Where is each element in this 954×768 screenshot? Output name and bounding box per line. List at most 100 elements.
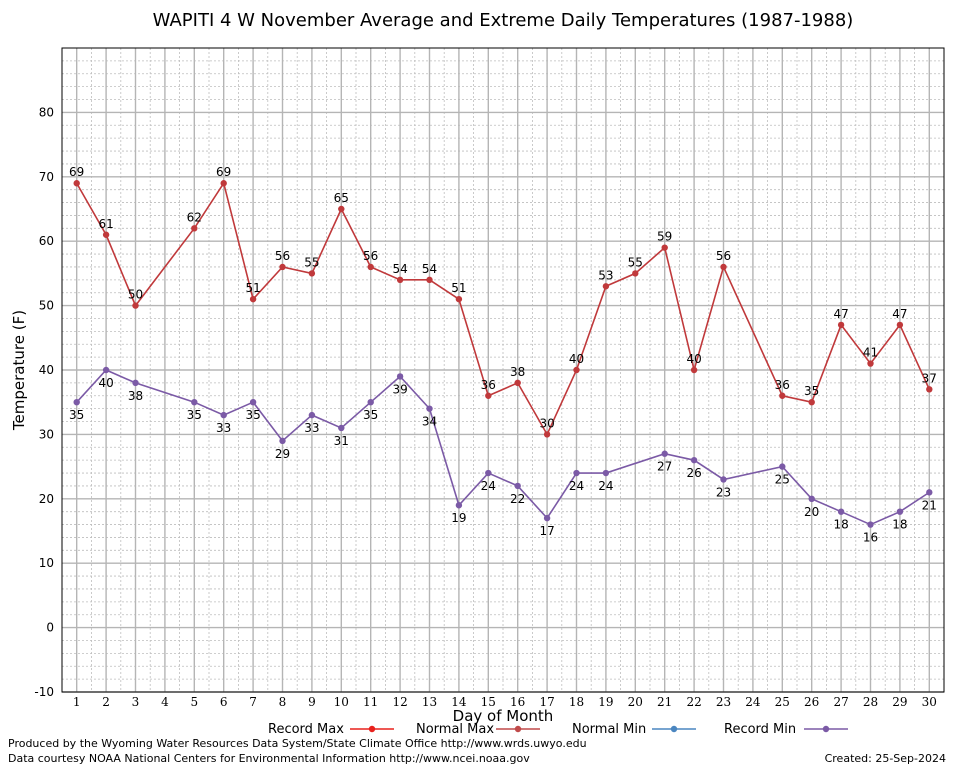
data-point <box>602 469 610 477</box>
data-point <box>837 508 845 515</box>
data-label: 35 <box>245 408 260 422</box>
data-point <box>338 424 345 432</box>
data-label: 21 <box>922 498 937 512</box>
data-label: 24 <box>481 479 496 493</box>
data-point <box>661 450 668 457</box>
data-point <box>690 456 698 464</box>
data-label: 40 <box>686 352 701 366</box>
data-point <box>779 392 786 399</box>
legend-swatch-marker <box>368 725 376 733</box>
data-label: 33 <box>216 421 231 435</box>
data-label: 18 <box>833 518 848 532</box>
data-label: 17 <box>539 524 554 538</box>
x-tick-label: 8 <box>279 695 287 709</box>
data-point <box>132 302 139 309</box>
data-label: 34 <box>422 415 437 429</box>
data-point <box>367 399 374 406</box>
x-tick-label: 16 <box>510 695 525 709</box>
data-point <box>837 321 845 329</box>
data-label: 40 <box>98 376 113 390</box>
data-point <box>808 495 815 502</box>
data-label: 23 <box>716 485 731 499</box>
y-tick-label: -10 <box>34 685 54 699</box>
x-tick-label: 5 <box>190 695 198 709</box>
data-point <box>249 399 257 406</box>
x-tick-label: 24 <box>745 695 761 709</box>
data-point <box>690 366 698 374</box>
x-tick-label: 1 <box>73 695 81 709</box>
data-point <box>867 521 874 528</box>
data-label: 20 <box>804 505 819 519</box>
data-point <box>102 231 110 238</box>
data-label: 16 <box>863 531 878 545</box>
y-tick-label: 10 <box>39 556 54 570</box>
data-point <box>396 373 404 380</box>
data-point <box>926 386 933 393</box>
x-tick-label: 12 <box>392 695 407 709</box>
data-point <box>191 225 198 232</box>
x-tick-label: 11 <box>363 695 378 709</box>
y-tick-label: 70 <box>39 170 54 184</box>
legend-swatch-marker <box>822 725 830 733</box>
x-tick-label: 19 <box>598 695 613 709</box>
data-point <box>779 463 786 470</box>
data-label: 55 <box>304 255 319 269</box>
data-point <box>720 263 727 271</box>
data-point <box>279 437 286 445</box>
data-point <box>367 263 374 271</box>
y-axis-label: Temperature (F) <box>10 310 28 431</box>
data-point <box>720 476 727 483</box>
data-point <box>279 263 286 271</box>
data-point <box>308 270 316 277</box>
legend-label: Record Min <box>724 722 796 737</box>
data-label: 47 <box>892 307 907 321</box>
data-label: 38 <box>510 365 525 379</box>
x-tick-label: 4 <box>161 695 169 709</box>
y-tick-label: 0 <box>46 621 54 635</box>
x-tick-label: 26 <box>804 695 819 709</box>
data-label: 51 <box>451 281 466 295</box>
x-tick-label: 14 <box>451 695 467 709</box>
data-point <box>132 379 139 387</box>
data-point <box>573 469 580 477</box>
x-tick-label: 18 <box>569 695 584 709</box>
credit-line-1: Produced by the Wyoming Water Resources … <box>8 737 587 750</box>
x-tick-label: 2 <box>102 695 110 709</box>
data-label: 22 <box>510 492 525 506</box>
x-tick-label: 27 <box>833 695 848 709</box>
data-label: 36 <box>775 378 790 392</box>
y-tick-label: 60 <box>39 234 54 248</box>
data-point <box>543 431 551 438</box>
x-tick-label: 3 <box>132 695 140 709</box>
data-label: 54 <box>392 262 407 276</box>
plot-border <box>61 47 945 693</box>
data-point <box>102 366 110 374</box>
legend-label: Normal Min <box>572 722 646 737</box>
data-point <box>485 469 492 477</box>
data-point <box>514 379 521 387</box>
data-label: 47 <box>833 307 848 321</box>
data-label: 41 <box>863 346 878 360</box>
x-tick-label: 6 <box>220 695 228 709</box>
data-label: 40 <box>569 352 584 366</box>
data-label: 69 <box>216 165 231 179</box>
data-point <box>661 244 668 251</box>
x-tick-label: 25 <box>775 695 790 709</box>
data-point <box>220 411 227 419</box>
data-label: 24 <box>598 479 613 493</box>
data-point <box>896 321 904 329</box>
data-point <box>896 508 904 515</box>
x-tick-label: 13 <box>422 695 437 709</box>
data-point <box>73 180 80 187</box>
data-point <box>426 276 433 284</box>
data-label: 54 <box>422 262 437 276</box>
legend-swatch-marker <box>514 725 522 733</box>
x-tick-label: 17 <box>539 695 554 709</box>
x-tick-label: 10 <box>334 695 349 709</box>
data-label: 31 <box>334 434 349 448</box>
data-point <box>543 514 551 522</box>
data-point <box>485 392 492 399</box>
data-label: 35 <box>69 408 84 422</box>
data-label: 35 <box>187 408 202 422</box>
